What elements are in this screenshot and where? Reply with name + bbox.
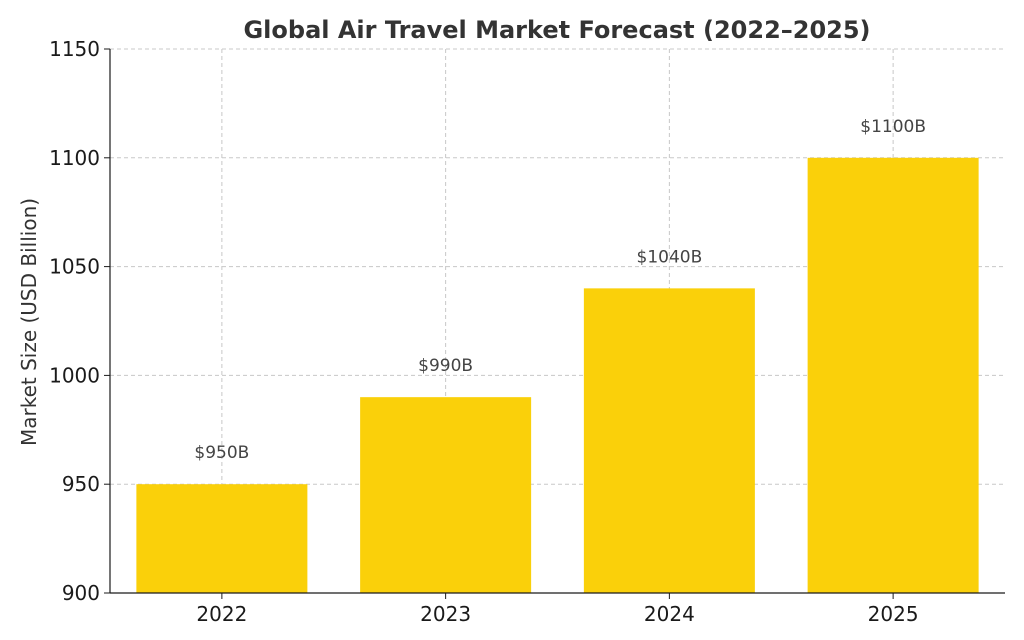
axis-layer: 900 950 1000 1050 1100 1150 2022 2023 2024 2025: [49, 37, 1005, 626]
data-label-2025: $1100B: [860, 117, 926, 137]
data-label-2023: $990B: [418, 356, 473, 376]
y-tick-label-1050: 1050: [49, 255, 100, 279]
bar-layer: [136, 157, 979, 594]
chart-title: Global Air Travel Market Forecast (2022–…: [243, 16, 870, 44]
data-label-2022: $950B: [194, 443, 249, 463]
y-tick-label-1000: 1000: [49, 363, 100, 387]
x-tick-label-2023: 2023: [420, 602, 471, 626]
x-tick-label-2024: 2024: [644, 602, 695, 626]
x-tick-label-2022: 2022: [196, 602, 247, 626]
y-tick-label-1100: 1100: [49, 146, 100, 170]
label-layer: $950B $990B $1040B $1100B: [194, 117, 926, 463]
y-tick-label-1150: 1150: [49, 37, 100, 61]
data-label-2024: $1040B: [637, 247, 703, 267]
y-tick-label-950: 950: [62, 472, 100, 496]
x-tick-label-2025: 2025: [868, 602, 919, 626]
bar-2023: [360, 397, 532, 593]
y-axis-title: Market Size (USD Billion): [17, 198, 41, 446]
bar-2022: [136, 484, 308, 593]
y-tick-label-900: 900: [62, 581, 100, 605]
bar-2024: [583, 288, 755, 593]
bar-2025: [807, 157, 979, 594]
